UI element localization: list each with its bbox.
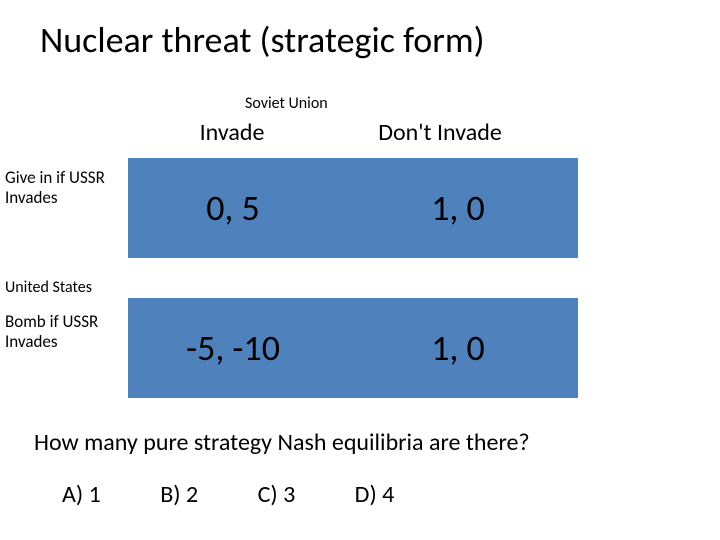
slide-title: Nuclear threat (strategic form) xyxy=(40,18,485,62)
question-text: How many pure strategy Nash equilibria a… xyxy=(34,428,530,457)
payoff-cell-r1c2: 1, 0 xyxy=(338,158,578,258)
choice-a[interactable]: A) 1 xyxy=(62,480,101,509)
choice-d[interactable]: D) 4 xyxy=(355,480,395,509)
answer-choices: A) 1 B) 2 C) 3 D) 4 xyxy=(62,480,394,509)
payoff-cell-r2c2: 1, 0 xyxy=(338,298,578,398)
choice-b[interactable]: B) 2 xyxy=(160,480,198,509)
payoff-cell-r1c1: 0, 5 xyxy=(128,158,338,258)
row-header-give-in: Give in if USSR Invades xyxy=(5,168,129,207)
row-header-bomb: Bomb if USSR Invades xyxy=(5,312,129,351)
column-header-dont-invade: Don't Invade xyxy=(340,118,540,147)
column-player-label: Soviet Union xyxy=(245,94,328,113)
choice-c[interactable]: C) 3 xyxy=(258,480,296,509)
column-header-invade: Invade xyxy=(172,118,292,147)
payoff-cell-r2c1: -5, -10 xyxy=(128,298,338,398)
row-player-label: United States xyxy=(5,278,129,297)
slide: Nuclear threat (strategic form) Soviet U… xyxy=(0,0,720,540)
